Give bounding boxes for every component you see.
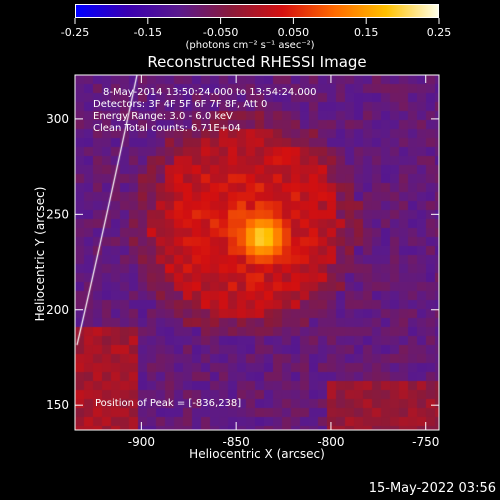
y-tick-label: 200	[46, 303, 69, 317]
plot-title: Reconstructed RHESSI Image	[147, 53, 367, 71]
x-tick-label: -900	[128, 435, 155, 449]
colorbar	[75, 4, 439, 18]
y-tick-label: 250	[46, 207, 69, 221]
colorbar-tick-label: -0.25	[61, 26, 89, 39]
plot-frame	[74, 74, 440, 431]
rhessi-image-map	[75, 75, 439, 430]
detectors-annotation: Detectors: 3F 4F 5F 6F 7F 8F, Att 0	[93, 99, 268, 110]
time-range-annotation: 8-May-2014 13:50:24.000 to 13:54:24.000	[103, 87, 317, 98]
colorbar-tick-label: 0.050	[278, 26, 310, 39]
colorbar-unit-label: (photons cm⁻² s⁻¹ asec⁻²)	[185, 40, 315, 51]
colorbar-tick-label: -0.15	[134, 26, 162, 39]
y-tick-label: 150	[46, 398, 69, 412]
footer-date: 15-May-2022 03:56	[368, 481, 496, 496]
x-tick-label: -750	[412, 435, 439, 449]
peak-position-annotation: Position of Peak = [-836,238]	[95, 398, 242, 409]
x-tick-label: -800	[317, 435, 344, 449]
colorbar-axis: -0.25 -0.15 -0.050 0.050 0.15 0.25	[61, 18, 452, 39]
colorbar-tick-label: -0.050	[203, 26, 238, 39]
x-axis-label: Heliocentric X (arcsec)	[189, 447, 325, 461]
colorbar-tick-label: 0.25	[427, 26, 452, 39]
y-axis-label: Heliocentric Y (arcsec)	[33, 186, 47, 322]
colorbar-tick-label: 0.15	[354, 26, 379, 39]
clean-counts-annotation: Clean Total counts: 6.71E+04	[93, 123, 241, 134]
energy-range-annotation: Energy Range: 3.0 - 6.0 keV	[93, 111, 233, 122]
x-tick-label: -850	[223, 435, 250, 449]
y-tick-label: 300	[46, 112, 69, 126]
